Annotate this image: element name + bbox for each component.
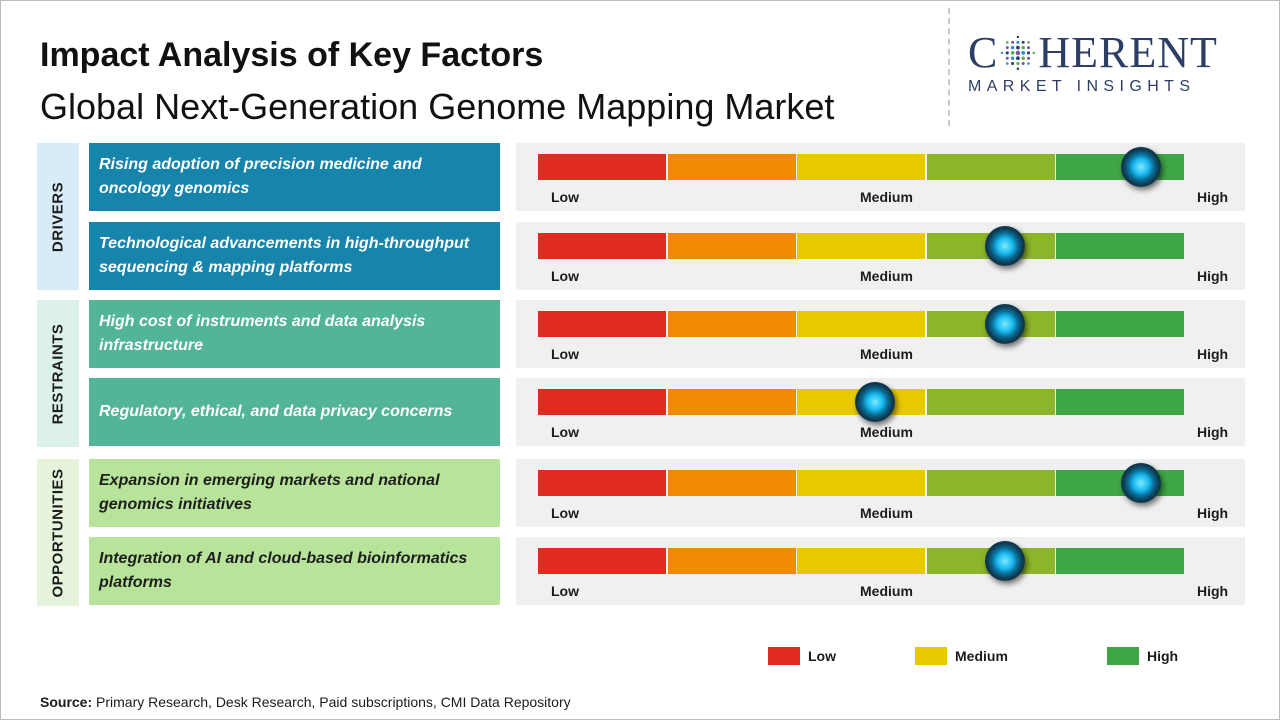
legend-item-high: High — [1107, 647, 1178, 665]
factor-label: Rising adoption of precision medicine an… — [89, 143, 500, 211]
legend-label-low: Low — [808, 648, 836, 664]
scale-segment — [797, 548, 926, 574]
scale-medium-label: Medium — [860, 346, 913, 362]
factor-label: Integration of AI and cloud-based bioinf… — [89, 537, 500, 605]
factor-label: Technological advancements in high-throu… — [89, 222, 500, 290]
logo-tagline: MARKET INSIGHTS — [968, 78, 1196, 95]
impact-scale: Low Medium High — [516, 143, 1245, 211]
impact-marker — [1120, 463, 1161, 503]
scale-medium-label: Medium — [860, 505, 913, 521]
scale-high-label: High — [1197, 268, 1229, 284]
impact-scale: Low Medium High — [516, 537, 1245, 605]
scale-segment — [797, 470, 926, 496]
legend-swatch-high — [1107, 647, 1139, 665]
scale-segment — [1056, 470, 1185, 496]
category-restraints-label: RESTRAINTS — [49, 323, 67, 424]
scale-segment — [926, 154, 1055, 180]
scale-low-label: Low — [551, 189, 579, 205]
scale-segment — [1056, 154, 1185, 180]
scale-segment — [667, 154, 796, 180]
factor-label: High cost of instruments and data analys… — [89, 300, 500, 368]
scale-segment — [797, 154, 926, 180]
scale-high-label: High — [1197, 505, 1229, 521]
legend-label-medium: Medium — [955, 648, 1008, 664]
scale-low-label: Low — [551, 505, 579, 521]
impact-marker — [984, 304, 1025, 344]
category-drivers-label: DRIVERS — [49, 181, 67, 252]
legend-swatch-medium — [915, 647, 947, 665]
scale-segment — [667, 548, 796, 574]
scale-segment — [1056, 311, 1185, 337]
scale-segment — [538, 154, 667, 180]
impact-marker — [854, 382, 895, 422]
scale-segment — [667, 311, 796, 337]
scale-medium-label: Medium — [860, 424, 913, 440]
logo-letters: HERENT — [1038, 28, 1218, 77]
factor-label: Expansion in emerging markets and nation… — [89, 459, 500, 527]
scale-low-label: Low — [551, 583, 579, 599]
impact-marker — [1120, 147, 1161, 187]
impact-scale: Low Medium High — [516, 459, 1245, 527]
legend-label-high: High — [1147, 648, 1179, 664]
chart-subtitle: Global Next-Generation Genome Mapping Ma… — [40, 86, 835, 127]
scale-segment — [797, 233, 926, 259]
scale-low-label: Low — [551, 268, 579, 284]
scale-medium-label: Medium — [860, 268, 913, 284]
scale-segment — [538, 548, 667, 574]
scale-high-label: High — [1197, 583, 1229, 599]
source-note: Source: Primary Research, Desk Research,… — [40, 694, 571, 710]
scale-segment — [1056, 233, 1185, 259]
logo-wordmark: C HERENT — [968, 30, 1268, 76]
scale-high-label: High — [1197, 189, 1229, 205]
scale-segment — [926, 389, 1055, 415]
impact-marker — [984, 541, 1025, 581]
scale-segment — [1056, 548, 1185, 574]
scale-low-label: Low — [551, 424, 579, 440]
scale-high-label: High — [1197, 424, 1229, 440]
scale-high-label: High — [1197, 346, 1229, 362]
legend-swatch-low — [768, 647, 800, 665]
legend-item-medium: Medium — [915, 647, 1008, 665]
category-opportunities-label: OPPORTUNITIES — [49, 467, 67, 598]
scale-segment — [797, 311, 926, 337]
scale-segment — [538, 470, 667, 496]
category-opportunities: OPPORTUNITIES — [37, 459, 79, 606]
scale-segment — [667, 470, 796, 496]
impact-scale: Low Medium High — [516, 378, 1245, 446]
category-restraints: RESTRAINTS — [37, 300, 79, 447]
scale-segment — [538, 389, 667, 415]
scale-segment — [667, 389, 796, 415]
company-logo: C HERENT MARKET INSIGHTS — [968, 30, 1268, 96]
impact-marker — [984, 226, 1025, 266]
chart-title: Impact Analysis of Key Factors — [40, 36, 544, 74]
dotted-circle-icon — [1001, 35, 1036, 71]
scale-segment — [538, 311, 667, 337]
scale-segment — [1056, 389, 1185, 415]
factor-label: Regulatory, ethical, and data privacy co… — [89, 378, 500, 446]
impact-scale: Low Medium High — [516, 300, 1245, 368]
scale-medium-label: Medium — [860, 583, 913, 599]
scale-segment — [667, 233, 796, 259]
scale-low-label: Low — [551, 346, 579, 362]
scale-segment — [538, 233, 667, 259]
logo-letter-c: C — [968, 28, 999, 77]
scale-segment — [926, 470, 1055, 496]
legend-item-low: Low — [768, 647, 836, 665]
source-label: Source: — [40, 694, 93, 710]
scale-medium-label: Medium — [860, 189, 913, 205]
category-drivers: DRIVERS — [37, 143, 79, 290]
source-text: Primary Research, Desk Research, Paid su… — [92, 694, 571, 710]
impact-scale: Low Medium High — [516, 222, 1245, 290]
header-divider — [948, 8, 950, 126]
